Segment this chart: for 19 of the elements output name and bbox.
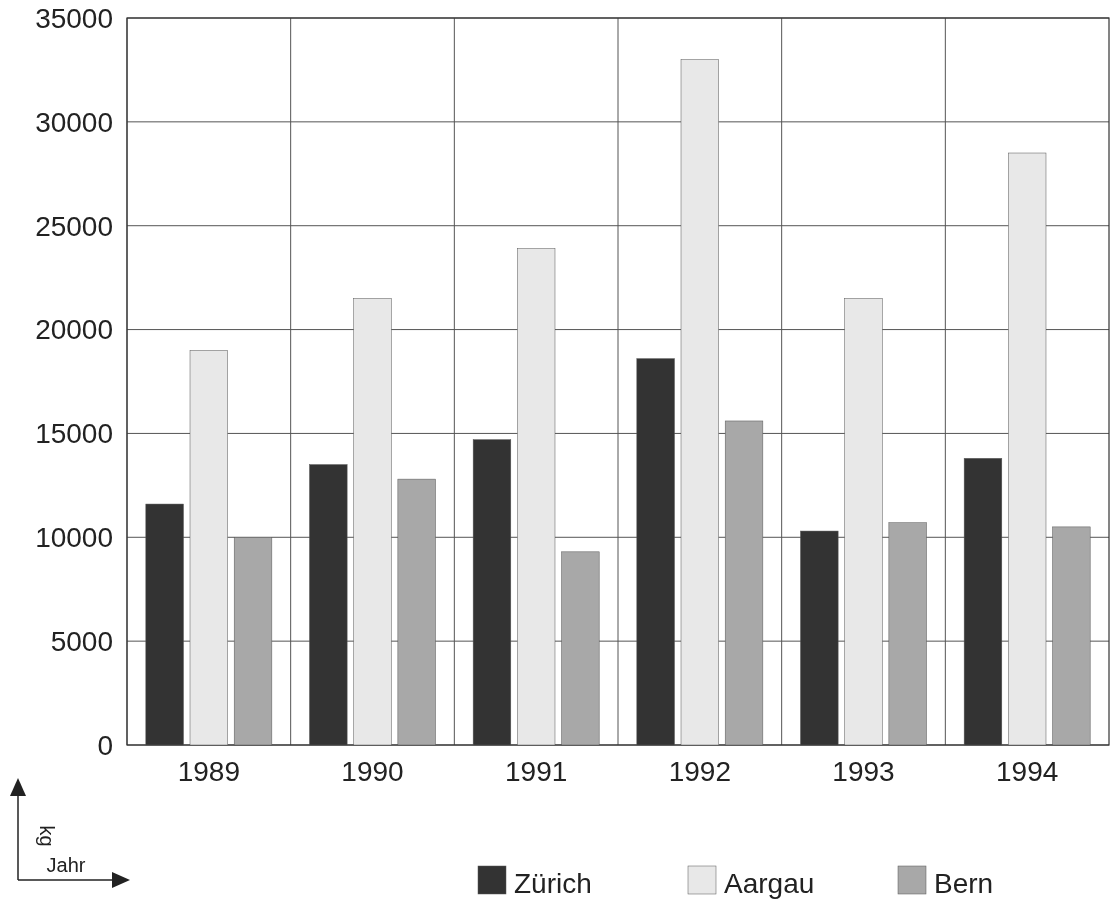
legend-label: Aargau xyxy=(724,868,815,899)
x-tick-label: 1990 xyxy=(341,756,404,787)
x-tick-label: 1993 xyxy=(832,756,895,787)
y-tick-label: 35000 xyxy=(35,2,113,34)
y-tick-label: 20000 xyxy=(35,314,113,346)
legend-label: Zürich xyxy=(514,868,592,899)
y-tick-label: 30000 xyxy=(35,106,113,138)
x-tick-label: 1991 xyxy=(505,756,568,787)
y-tick-label: 15000 xyxy=(35,418,113,450)
legend-label: Bern xyxy=(934,868,994,899)
x-tick-label: 1989 xyxy=(177,756,240,787)
y-tick-label: 25000 xyxy=(35,210,113,242)
y-tick-label: 5000 xyxy=(50,625,113,657)
x-axis-title: Jahr xyxy=(46,854,86,876)
y-tick-label: 10000 xyxy=(35,522,113,554)
x-tick-label: 1992 xyxy=(668,756,731,787)
y-axis-title: kg xyxy=(36,825,58,847)
y-tick-label: 0 xyxy=(97,729,113,761)
x-tick-label: 1994 xyxy=(996,756,1059,787)
